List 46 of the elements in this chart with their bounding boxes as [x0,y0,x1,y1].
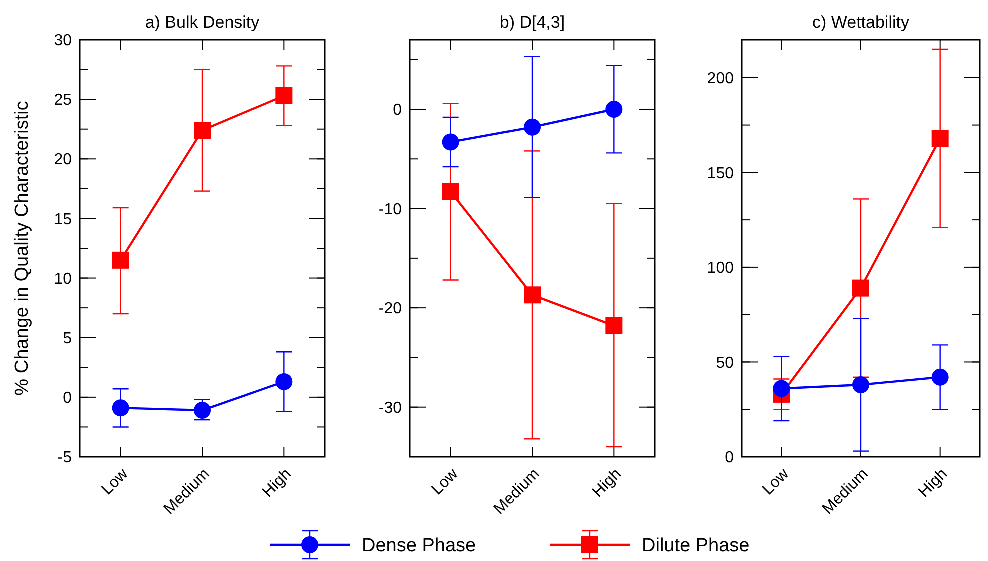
legend-label: Dense Phase [362,536,476,557]
x-tick-label: Low [760,465,793,499]
y-tick-label: -30 [378,400,402,417]
point [852,280,870,297]
point [442,183,460,200]
point [524,286,541,304]
y-tick-label: 100 [707,260,734,278]
x-tick-label: High [590,466,625,502]
point [852,376,870,394]
point [194,402,211,420]
y-tick-label: 200 [707,70,734,88]
chart-title: a) Bulk Density [145,13,260,32]
y-tick-label: -5 [58,450,72,467]
legend-label: Dilute Phase [642,536,750,557]
y-tick-label: 25 [54,92,72,110]
y-tick-label: 150 [707,165,734,182]
y-tick-label: 30 [54,32,72,50]
point [276,87,293,104]
y-axis-title: % Change in Quality Characteristic [12,101,33,396]
y-tick-label: 50 [716,354,734,372]
point [606,101,623,118]
x-tick-label: Low [428,465,462,499]
y-tick-label: 0 [63,390,72,408]
point [773,380,790,398]
point [276,373,293,390]
point [194,122,211,140]
x-tick-label: High [916,466,952,502]
point [932,130,949,148]
chart-title: c) Wettability [812,13,910,32]
y-tick-label: 5 [63,330,72,348]
y-tick-label: 0 [725,450,734,467]
y-tick-label: 10 [54,270,72,288]
point [112,400,130,417]
y-tick-label: -10 [378,201,402,218]
point [932,368,949,386]
y-tick-label: 15 [54,211,72,228]
point [112,252,130,269]
point [442,134,460,151]
x-tick-label: Low [98,465,132,499]
chart-title: b) D[4,3] [500,13,566,32]
point [524,118,541,136]
point [606,317,623,334]
y-tick-label: 0 [393,102,402,120]
y-tick-label: 20 [54,152,72,169]
y-tick-label: -20 [378,300,402,318]
x-tick-label: High [260,466,295,502]
